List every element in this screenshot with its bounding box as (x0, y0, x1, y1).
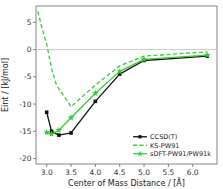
y-tick (33, 22, 36, 23)
data-point (68, 114, 74, 120)
plot-frame (36, 6, 217, 164)
chart: -20 -15 -10 -5 0 5 3.0 3.5 4.0 4.5 5.0 5.5 6.0Center… (0, 0, 223, 189)
x-axis-label: Center of Mass Distance / [Å] (68, 177, 185, 188)
y-tick-label: 0 (27, 45, 32, 54)
y-tick-label: -15 (19, 127, 31, 136)
zero-line (36, 49, 217, 50)
x-tick (144, 164, 145, 167)
data-point (57, 133, 61, 137)
y-tick-label: -20 (19, 154, 31, 163)
data-point (45, 110, 49, 114)
y-tick (33, 131, 36, 132)
y-tick (33, 104, 36, 105)
x-tick-label: 4.0 (89, 168, 101, 177)
legend-label: sDFT-PW91/PW91k (150, 150, 211, 158)
x-tick (168, 164, 169, 167)
legend: CCSD(T)KS-PW91sDFT-PW91/PW91k (133, 133, 211, 158)
y-axis-label: Eint / [kJ/mol] (1, 58, 10, 112)
data-point (56, 127, 62, 133)
data-point (204, 52, 210, 58)
data-point (48, 131, 54, 137)
legend-swatch (133, 136, 147, 137)
x-tick-label: 3.5 (65, 168, 77, 177)
data-point (94, 100, 98, 104)
plot-area (38, 11, 211, 136)
series-line (38, 11, 207, 106)
data-point (141, 56, 147, 62)
x-tick (119, 164, 120, 167)
legend-marker (138, 135, 141, 138)
legend-marker (137, 151, 143, 156)
y-tick (33, 49, 36, 50)
series-line (47, 55, 208, 134)
data-point (116, 68, 122, 74)
y-tick-label: -10 (19, 100, 31, 109)
x-tick (71, 164, 72, 167)
x-tick (192, 164, 193, 167)
x-tick-label: 5.0 (138, 168, 150, 177)
x-tick (95, 164, 96, 167)
x-tick-label: 3.0 (41, 168, 53, 177)
x-tick-label: 6.0 (187, 168, 199, 177)
legend-label: CCSD(T) (150, 133, 177, 141)
data-point (92, 90, 98, 96)
y-tick (33, 158, 36, 159)
data-point (69, 131, 73, 135)
x-tick-label: 5.5 (162, 168, 174, 177)
data-point (43, 129, 49, 135)
x-tick (46, 164, 47, 167)
y-tick-label: -5 (24, 72, 32, 81)
legend-label: KS-PW91 (150, 142, 179, 150)
x-tick-label: 4.5 (114, 168, 126, 177)
legend-swatch (133, 145, 147, 146)
y-tick-label: 5 (27, 18, 32, 27)
y-tick (33, 76, 36, 77)
